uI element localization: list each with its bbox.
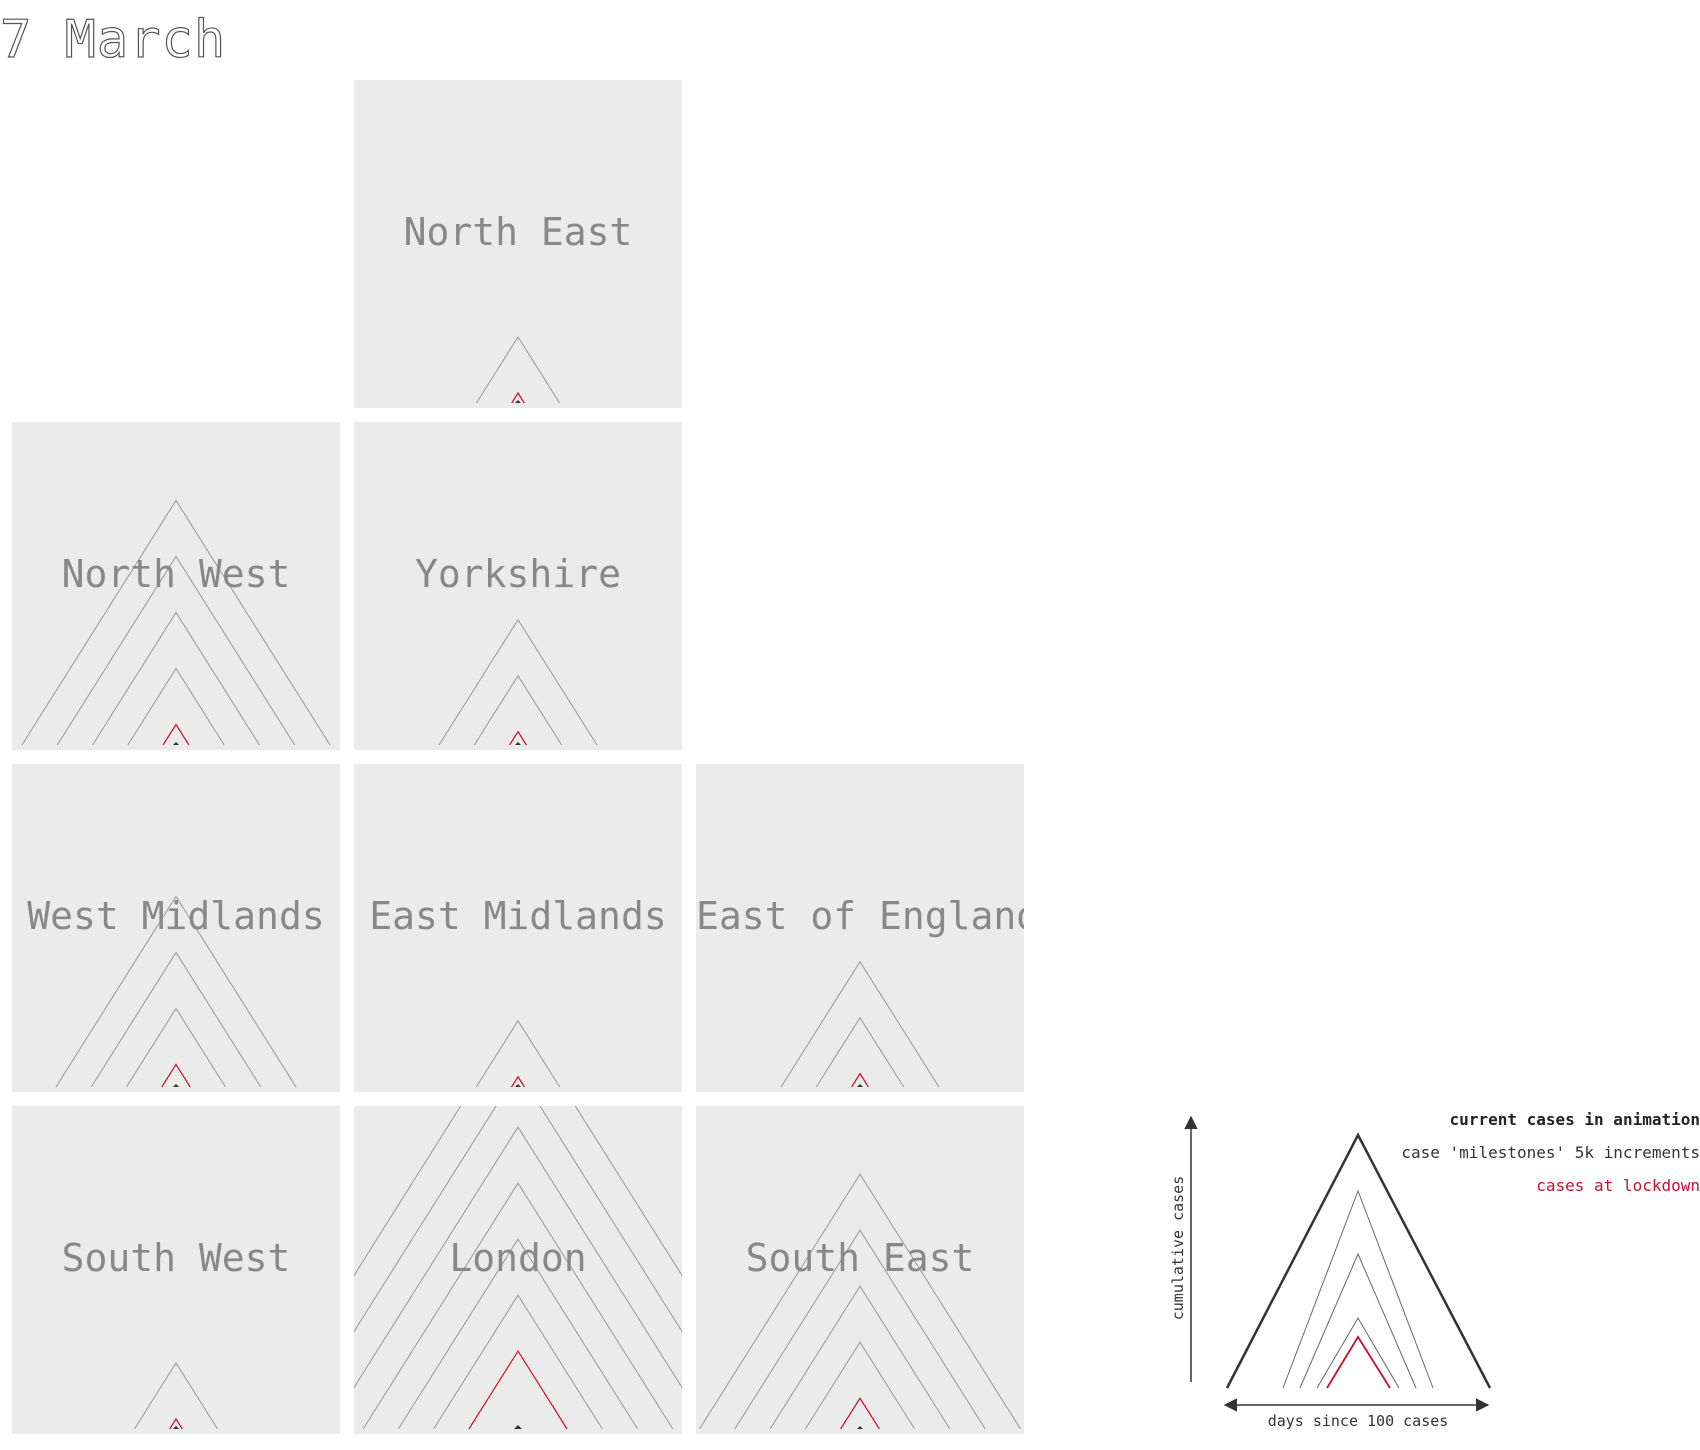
milestone-triangle: [133, 1362, 219, 1430]
milestone-triangle: [734, 1229, 986, 1430]
milestone-triangle: [438, 618, 598, 746]
milestone-triangle: [362, 1182, 674, 1430]
region-tile: London: [354, 1106, 682, 1434]
region-tile: West Midlands: [12, 764, 340, 1092]
region-label: East Midlands: [369, 894, 667, 938]
legend-milestone-triangle: [1316, 1317, 1400, 1389]
legend-x-axis-label: days since 100 cases: [1268, 1412, 1449, 1430]
legend-diagram: cumulative cases days since 100 cases: [1169, 1115, 1492, 1430]
region-tile: North West: [12, 422, 340, 750]
region-tile: South East: [696, 1106, 1024, 1434]
legend-milestones-label: case 'milestones' 5k increments: [1401, 1143, 1700, 1162]
current-cases-mark: [515, 400, 521, 403]
milestone-triangle: [804, 1341, 916, 1430]
milestone-triangle: [397, 1238, 639, 1430]
region-label: South East: [745, 1236, 975, 1280]
current-cases-mark: [857, 1084, 863, 1087]
milestone-triangle: [90, 951, 262, 1088]
current-cases-mark: [173, 1084, 179, 1087]
milestone-triangle: [354, 1106, 682, 1333]
region-label: London: [449, 1236, 587, 1280]
lockdown-triangle: [851, 1072, 869, 1088]
region-glyph: [699, 1173, 1021, 1430]
lockdown-triangle: [162, 723, 190, 746]
region-tile: East of England: [696, 764, 1024, 1092]
milestone-triangle: [92, 611, 260, 746]
region-tile: North East: [354, 80, 682, 408]
milestone-triangle: [815, 1016, 905, 1088]
legend-milestone-triangle: [1282, 1189, 1434, 1389]
legend-current-triangle: [1225, 1132, 1492, 1389]
milestone-triangle: [699, 1173, 1021, 1430]
milestone-triangle: [56, 555, 296, 746]
milestone-triangle: [55, 895, 297, 1088]
milestone-triangle: [475, 336, 561, 404]
region-glyph: [475, 336, 561, 404]
current-cases-mark: [514, 1425, 522, 1429]
milestone-triangle: [126, 1007, 226, 1088]
region-glyph: [354, 1106, 682, 1430]
region-tile: Yorkshire: [354, 422, 682, 750]
milestone-triangle: [127, 667, 225, 746]
legend-lockdown-triangle: [1326, 1335, 1391, 1389]
legend-current-label: current cases in animation: [1449, 1110, 1700, 1129]
region-glyph: [438, 618, 598, 746]
milestone-triangle: [21, 499, 331, 746]
current-cases-mark: [515, 742, 521, 745]
legend-lockdown-label: cases at lockdown: [1536, 1176, 1700, 1195]
milestone-triangle: [354, 1126, 682, 1389]
legend-y-axis-label: cumulative cases: [1169, 1176, 1187, 1321]
current-cases-mark: [857, 1426, 863, 1429]
current-cases-mark: [515, 1084, 521, 1087]
lockdown-triangle: [511, 391, 525, 404]
current-cases-mark: [173, 742, 179, 745]
lockdown-triangle: [161, 1063, 191, 1088]
date-title: 7 March: [0, 9, 227, 70]
current-cases-mark: [173, 1426, 179, 1429]
legend-milestone-triangle: [1299, 1252, 1417, 1389]
legend: cumulative cases days since 100 cases cu…: [1160, 1100, 1700, 1450]
region-tile: South West: [12, 1106, 340, 1434]
milestone-triangle: [473, 674, 563, 746]
milestone-triangle: [433, 1294, 603, 1430]
region-glyph: [475, 1019, 561, 1088]
milestone-triangle: [780, 960, 940, 1088]
region-glyph: [780, 960, 940, 1088]
region-label: West Midlands: [27, 894, 325, 938]
lockdown-triangle: [468, 1349, 568, 1430]
region-label: Yorkshire: [415, 552, 621, 596]
region-tile: East Midlands: [354, 764, 682, 1092]
lockdown-triangle: [840, 1397, 880, 1430]
milestone-triangle: [475, 1019, 561, 1088]
region-label: North East: [403, 210, 633, 254]
region-glyph: [133, 1362, 219, 1430]
region-label: East of England: [696, 894, 1024, 938]
region-glyph: [55, 895, 297, 1088]
region-glyph: [21, 499, 331, 746]
lockdown-triangle: [511, 1075, 525, 1088]
lockdown-triangle: [509, 730, 527, 746]
lockdown-triangle: [169, 1417, 183, 1430]
region-label: South West: [61, 1236, 291, 1280]
region-label: North West: [61, 552, 291, 596]
milestone-triangle: [769, 1285, 951, 1430]
